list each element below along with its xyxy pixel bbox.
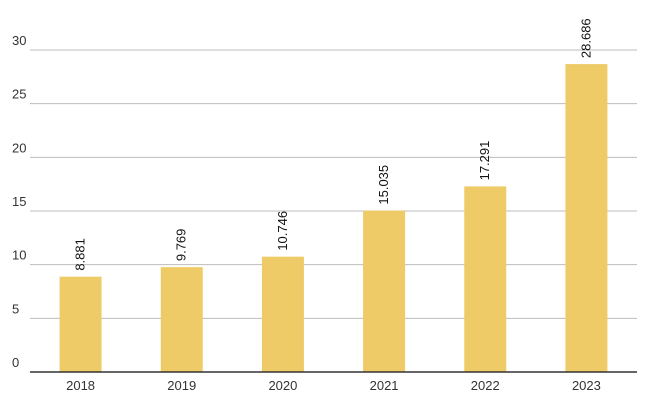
y-axis-ticks: 0 5 10 15 20 25 30 [12, 33, 26, 370]
data-label: 28.686 [578, 18, 593, 58]
y-tick-label: 30 [12, 33, 26, 48]
data-label: 15.035 [376, 165, 391, 205]
data-label: 10.746 [275, 211, 290, 251]
bar-2023 [565, 64, 608, 372]
y-tick-label: 0 [12, 355, 19, 370]
x-tick-label: 2022 [471, 378, 500, 393]
y-tick-label: 20 [12, 140, 26, 155]
bar-2019 [160, 267, 203, 372]
x-tick-label: 2023 [572, 378, 601, 393]
y-tick-label: 10 [12, 248, 26, 263]
x-tick-label: 2018 [66, 378, 95, 393]
data-labels: 8.881 9.769 10.746 15.035 17.291 28.686 [73, 18, 594, 270]
bar-2021 [363, 210, 406, 372]
y-tick-label: 5 [12, 301, 19, 316]
bar-2020 [261, 256, 304, 372]
bar-2018 [59, 276, 102, 372]
x-tick-label: 2019 [167, 378, 196, 393]
data-label: 9.769 [174, 229, 189, 262]
x-tick-label: 2021 [370, 378, 399, 393]
bar-2022 [464, 186, 507, 372]
x-tick-label: 2020 [268, 378, 297, 393]
data-label: 17.291 [477, 141, 492, 181]
data-label: 8.881 [73, 238, 88, 271]
y-tick-label: 15 [12, 194, 26, 209]
bars [59, 64, 608, 372]
y-tick-label: 25 [12, 87, 26, 102]
x-axis-ticks: 2018 2019 2020 2021 2022 2023 [66, 378, 601, 393]
gridlines [30, 49, 637, 319]
